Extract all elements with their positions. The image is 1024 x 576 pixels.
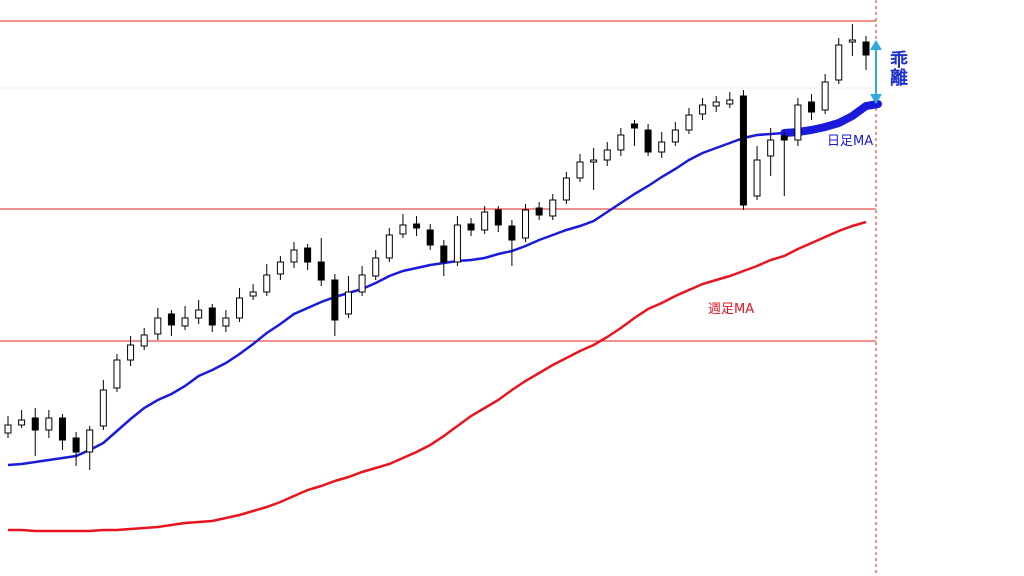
arrow-head — [870, 40, 882, 50]
marks: 日足MA 週足MA — [0, 20, 882, 533]
candle-body — [86, 429, 94, 453]
candle-body — [304, 247, 312, 263]
candle-body — [549, 199, 557, 217]
candle-body — [699, 104, 707, 115]
candle-body — [576, 161, 584, 179]
candle-body — [440, 245, 448, 263]
candle-body — [848, 39, 856, 43]
candle-body — [535, 207, 543, 216]
candle-body — [72, 437, 80, 453]
candle-body — [767, 139, 775, 157]
candle-body — [4, 424, 12, 434]
candle-body — [753, 159, 761, 197]
candle-body — [317, 261, 325, 281]
candle-body — [780, 135, 788, 141]
candle-body — [562, 177, 570, 201]
candle-body — [481, 211, 489, 231]
candle-body — [508, 225, 516, 241]
candle-body — [726, 99, 734, 105]
candle-body — [630, 123, 638, 129]
ma-label: 日足MA — [827, 134, 873, 149]
candle-body — [31, 417, 39, 431]
candle-body — [603, 149, 611, 161]
candle-body — [154, 317, 162, 335]
candle-body — [617, 134, 625, 151]
candle-body — [658, 141, 666, 153]
candle-body — [372, 257, 380, 277]
candle-body — [644, 129, 652, 153]
candle-body — [58, 417, 66, 441]
candle-body — [835, 44, 843, 81]
candle-body — [494, 209, 502, 226]
candle-body — [208, 307, 216, 326]
ma-line — [8, 220, 867, 533]
candle-body — [331, 279, 339, 321]
candle-body — [671, 129, 679, 143]
candle-body — [808, 101, 816, 113]
candle-body — [276, 261, 284, 275]
candle-body — [290, 249, 298, 263]
candle-body — [18, 419, 26, 426]
candle-body — [413, 223, 421, 229]
candle-body — [794, 104, 802, 141]
candle-body — [113, 359, 121, 389]
candle-body — [385, 234, 393, 259]
candle-body — [344, 291, 352, 315]
candle-body — [167, 313, 175, 326]
candle-body — [739, 95, 747, 206]
ma-line — [7, 104, 867, 467]
ma-label: 週足MA — [708, 302, 754, 317]
candle-body — [45, 417, 53, 431]
candle-body — [195, 309, 203, 319]
candle-body — [249, 291, 257, 297]
candle-body — [127, 344, 135, 361]
candle-body — [590, 159, 598, 163]
candle-body — [453, 224, 461, 263]
gap-label: 乖離 — [887, 50, 908, 86]
candle-body — [399, 224, 407, 235]
candle-body — [99, 389, 107, 427]
candle-body — [140, 334, 148, 347]
candle-body — [236, 297, 244, 319]
candle-body — [712, 101, 720, 107]
candle-body — [685, 114, 693, 131]
candle-body — [467, 223, 475, 231]
candle-body — [426, 229, 434, 246]
candle-body — [181, 317, 189, 327]
candle-body — [821, 81, 829, 111]
candle-body — [522, 209, 530, 239]
arrow-head — [870, 94, 882, 104]
candle-body — [263, 274, 271, 293]
candle-body — [222, 317, 230, 327]
candle-body — [862, 41, 870, 56]
candle-body — [358, 274, 366, 293]
